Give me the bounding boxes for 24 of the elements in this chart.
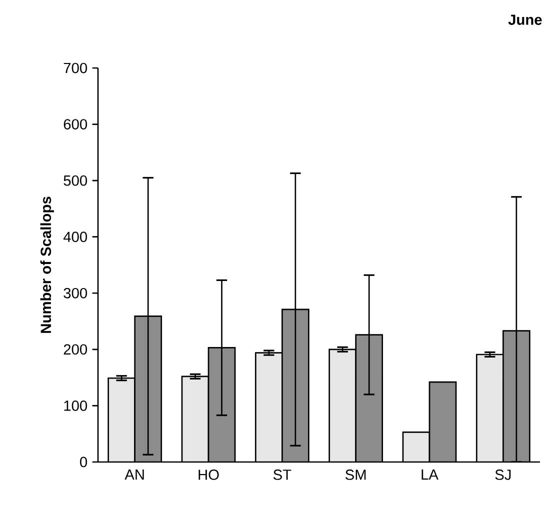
bar bbox=[429, 382, 456, 462]
bar bbox=[476, 354, 504, 462]
chart-title: June bbox=[508, 14, 542, 25]
bar bbox=[402, 432, 430, 462]
bar bbox=[256, 352, 282, 462]
bar bbox=[329, 349, 356, 462]
y-tick-label: 200 bbox=[64, 344, 88, 355]
bar bbox=[182, 376, 208, 462]
y-axis-title: Number of Scallops bbox=[40, 196, 54, 333]
y-tick-label: 100 bbox=[64, 400, 88, 411]
y-tick-label: 500 bbox=[64, 175, 88, 186]
x-tick-label: SM bbox=[345, 470, 366, 480]
bar bbox=[108, 378, 135, 462]
y-tick-label: 600 bbox=[64, 119, 88, 130]
y-tick-label: 0 bbox=[80, 456, 88, 468]
y-tick-label: 400 bbox=[63, 232, 88, 242]
bar bbox=[356, 334, 382, 462]
x-tick-label: SJ bbox=[495, 470, 511, 480]
x-tick-label: HO bbox=[198, 470, 219, 480]
y-tick-label: 700 bbox=[64, 62, 88, 74]
y-tick-label: 300 bbox=[64, 288, 88, 298]
x-tick-label: LA bbox=[422, 470, 438, 480]
x-tick-label: ST bbox=[273, 470, 292, 480]
x-tick-label: AN bbox=[124, 470, 144, 480]
